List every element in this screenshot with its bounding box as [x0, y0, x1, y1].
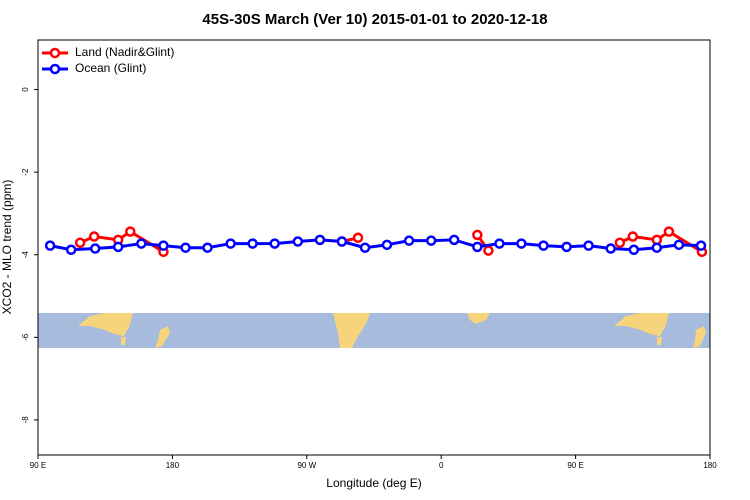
point — [65, 244, 77, 256]
x-tick-label: 0 — [439, 461, 444, 470]
point — [136, 238, 147, 249]
point — [628, 244, 640, 256]
legend-marker — [49, 63, 61, 75]
x-tick-label: 180 — [703, 461, 717, 470]
point — [472, 241, 483, 253]
land-map — [614, 313, 669, 336]
legend-marker — [49, 47, 61, 59]
point — [403, 235, 415, 246]
point — [425, 235, 437, 246]
point — [472, 229, 483, 241]
point — [89, 243, 101, 254]
point — [247, 238, 258, 249]
point — [695, 240, 707, 251]
y-tick-label: -4 — [21, 251, 30, 259]
point — [352, 232, 364, 244]
legend-label: Land (Nadir&Glint) — [75, 45, 174, 59]
land-map — [333, 313, 370, 348]
point — [44, 240, 56, 251]
point — [651, 242, 663, 253]
point — [663, 226, 675, 237]
land-map — [78, 313, 133, 336]
point — [614, 237, 626, 249]
chart-title: 45S-30S March (Ver 10) 2015-01-01 to 202… — [202, 11, 547, 28]
point — [125, 226, 136, 237]
land-map — [121, 337, 126, 345]
point — [74, 237, 86, 249]
point — [88, 231, 100, 242]
point — [359, 242, 371, 253]
point — [381, 239, 393, 251]
map-band — [38, 313, 710, 348]
point — [583, 240, 594, 251]
x-tick-label: 180 — [166, 461, 180, 470]
ocean-map — [38, 313, 710, 348]
x-axis-title: Longitude (deg E) — [326, 476, 421, 490]
point — [292, 236, 304, 247]
point — [627, 231, 639, 242]
point — [561, 241, 572, 253]
point — [538, 240, 549, 251]
y-tick-label: 0 — [21, 87, 30, 92]
land-map — [155, 326, 170, 348]
y-tick-label: -2 — [21, 168, 30, 176]
point — [336, 236, 348, 247]
point — [483, 245, 494, 256]
point — [158, 240, 169, 251]
legend-label: Ocean (Glint) — [75, 61, 146, 75]
point — [269, 238, 280, 249]
point — [605, 243, 616, 254]
point — [516, 238, 527, 249]
point — [314, 234, 326, 246]
point — [202, 242, 213, 253]
x-tick-label: 90 E — [567, 461, 583, 470]
x-tick-label: 90 W — [297, 461, 316, 470]
x-tick-label: 90 E — [30, 461, 46, 470]
plot-frame — [37, 39, 711, 456]
point — [494, 238, 505, 249]
y-axis-title: XCO2 - MLO trend (ppm) — [0, 180, 14, 315]
point — [448, 234, 460, 246]
land-map — [657, 337, 662, 345]
y-tick-label: -8 — [21, 416, 30, 424]
point — [673, 239, 685, 251]
point — [225, 238, 236, 249]
point — [112, 241, 124, 253]
land-map — [693, 326, 706, 348]
point — [180, 242, 191, 253]
y-tick-label: -6 — [21, 333, 30, 341]
land-map — [467, 313, 490, 324]
